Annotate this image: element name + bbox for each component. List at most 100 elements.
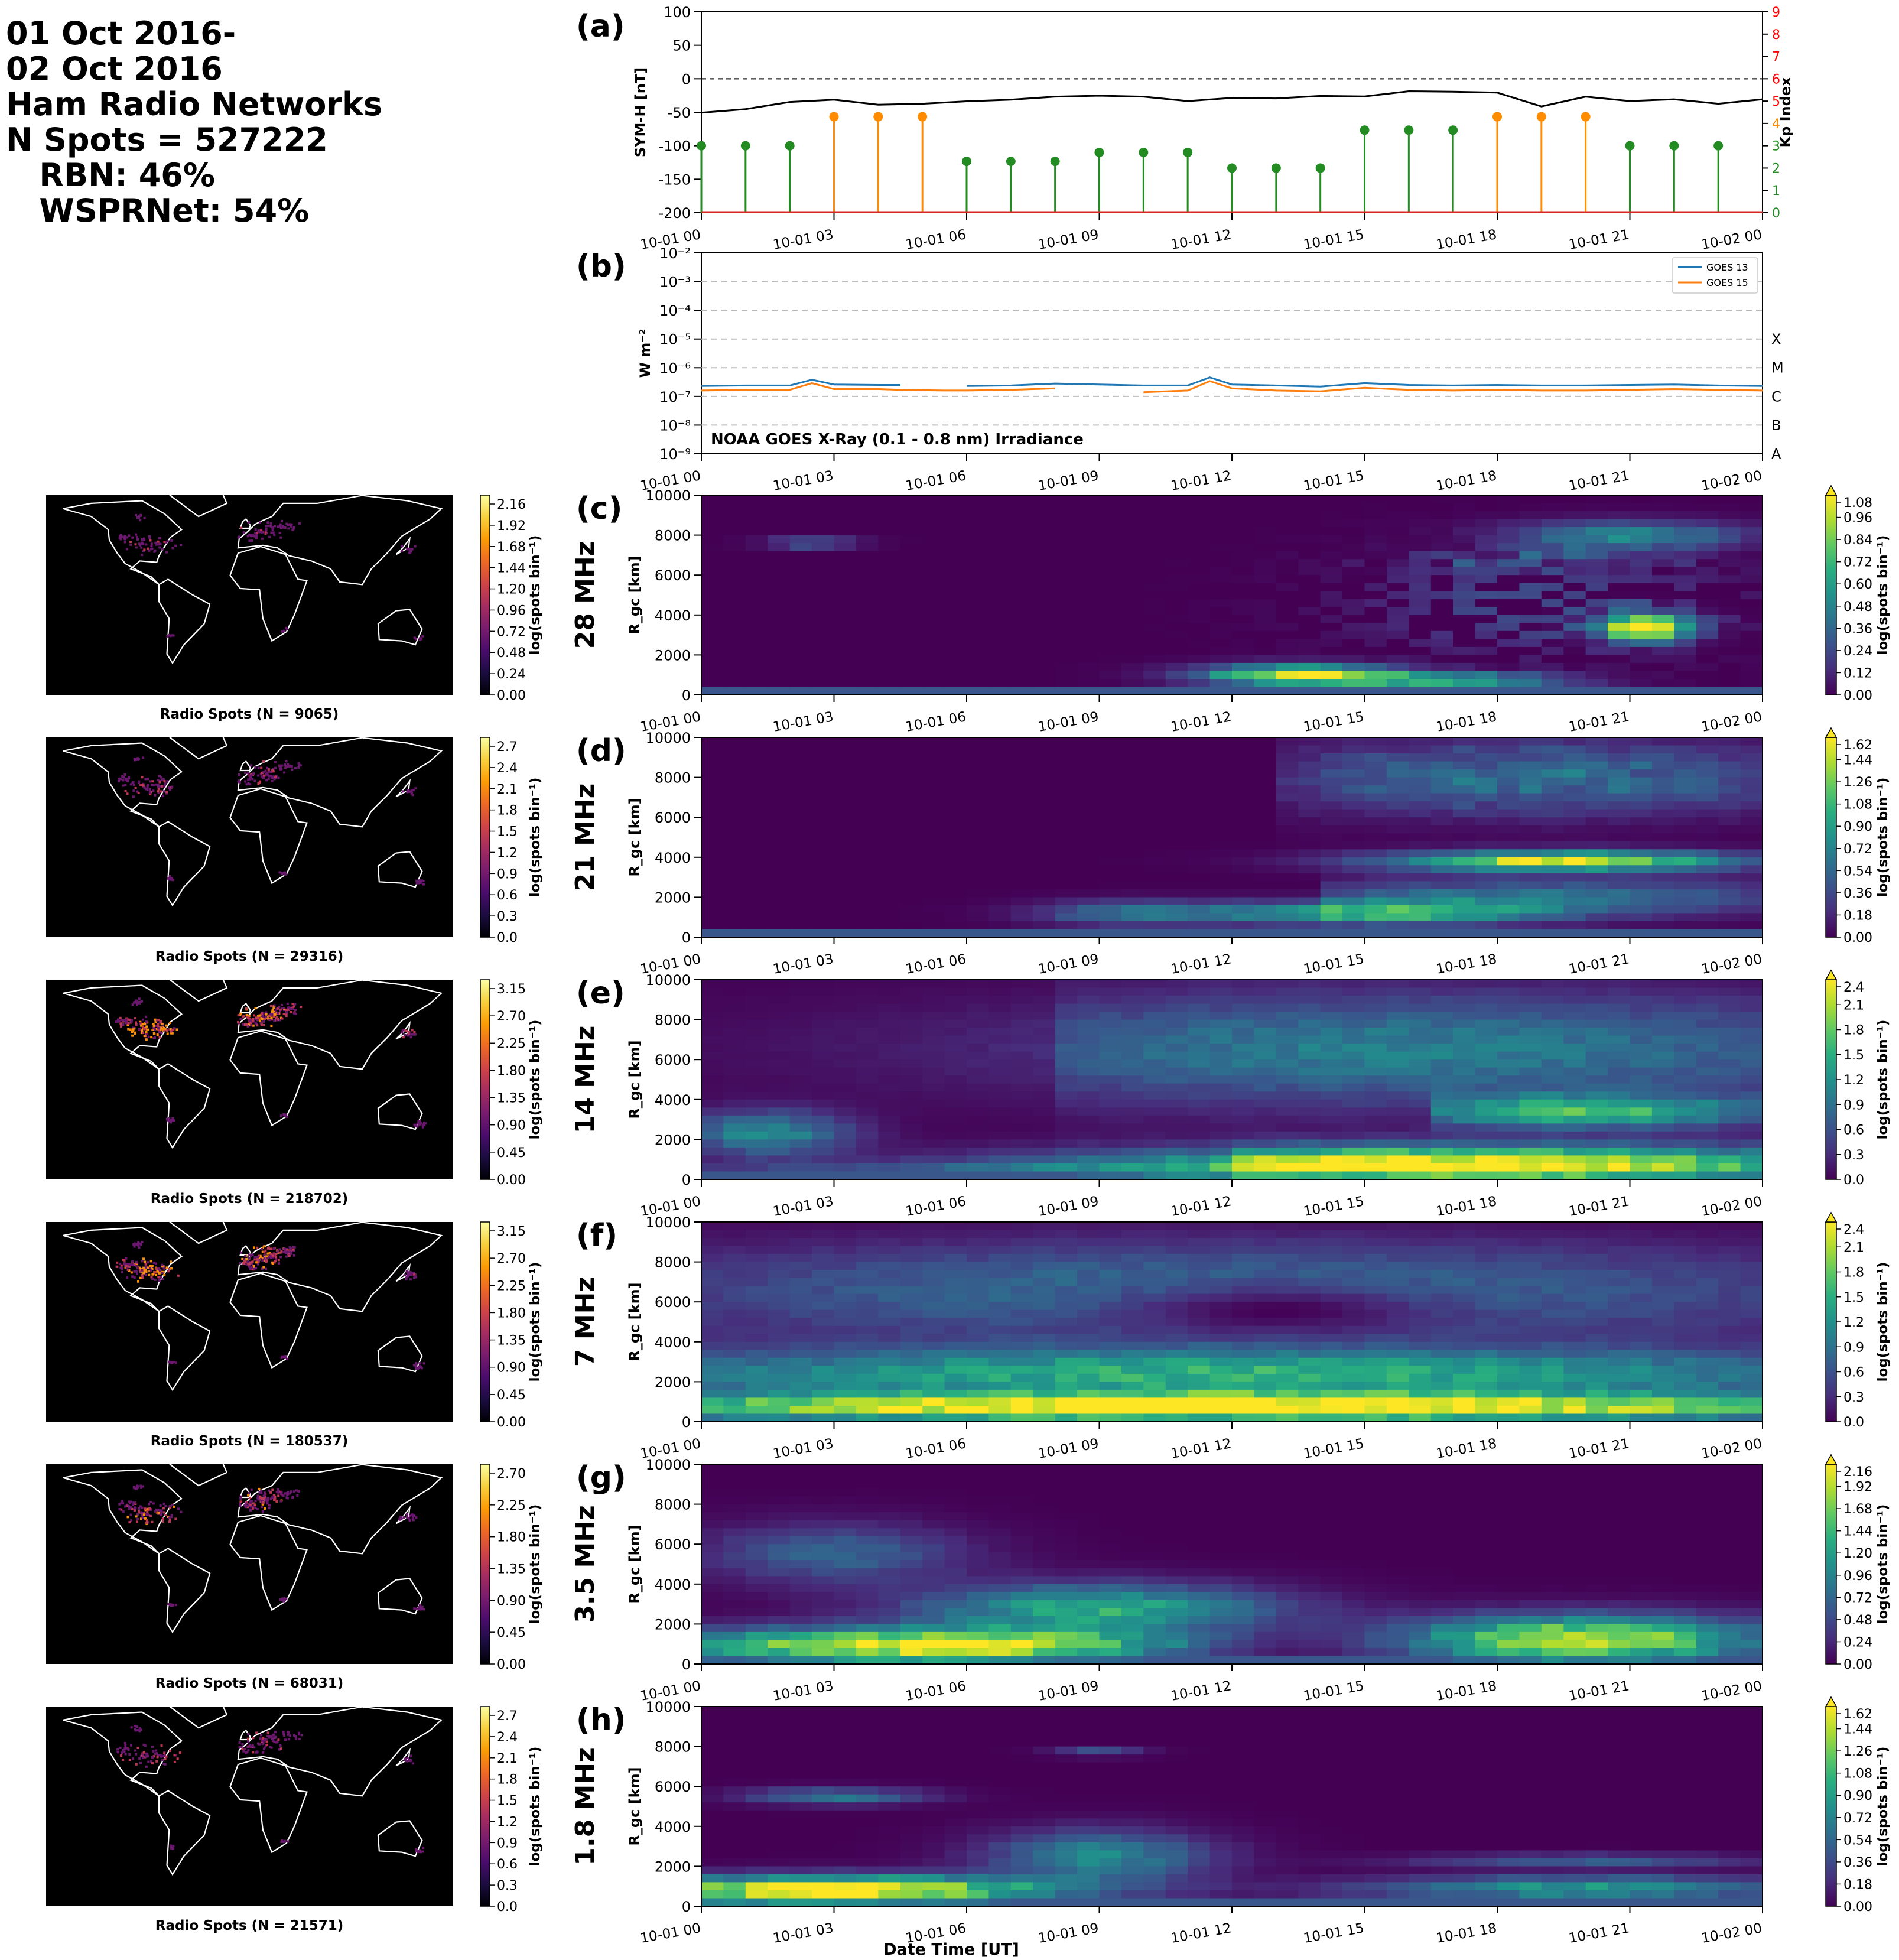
spot-pixel: [285, 1011, 288, 1014]
panel-b-xtick-label: 10-01 15: [1302, 468, 1365, 494]
heatmap-cell: [789, 1230, 812, 1239]
heatmap-cell: [1541, 575, 1564, 584]
heatmap-cell: [1630, 889, 1653, 898]
heatmap-cell: [944, 1115, 967, 1124]
heatmap-cell: [1320, 495, 1343, 504]
colorbar-tick-label: 0.12: [1843, 666, 1872, 681]
heatmap-cell: [1541, 929, 1564, 938]
spot-pixel: [260, 1023, 263, 1026]
spot-pixel: [285, 760, 288, 763]
heatmap-cell: [745, 519, 768, 528]
spot-pixel: [284, 873, 287, 876]
heatmap-cell: [1386, 687, 1410, 695]
heatmap-cell: [768, 1222, 791, 1231]
heatmap-cell: [1232, 1163, 1255, 1172]
heatmap-cell: [768, 1044, 791, 1052]
heatmap-cell: [701, 1406, 724, 1415]
heatmap-cell: [789, 535, 812, 544]
heatmap-cell: [1453, 575, 1476, 584]
heatmap-cell: [900, 583, 923, 591]
heatmap-cell: [988, 615, 1012, 624]
heatmap-cell: [944, 1075, 967, 1084]
heatmap-cell: [1188, 575, 1211, 584]
heatmap-cell: [988, 921, 1012, 930]
heatmap-cell: [1099, 921, 1122, 930]
heatmap-cell: [1077, 889, 1100, 898]
heatmap-cell: [1143, 873, 1166, 882]
heatmap-cell: [1055, 559, 1078, 568]
heatmap-cell: [723, 662, 746, 672]
spot-pixel: [282, 1113, 285, 1116]
heatmap-cell: [1430, 1028, 1453, 1036]
heatmap-cell: [1209, 801, 1233, 810]
heatmap-cell: [834, 913, 857, 922]
heatmap-cell: [1453, 905, 1476, 914]
spot-pixel: [249, 783, 252, 786]
heatmap-cell: [1453, 662, 1476, 672]
heatmap-cell: [900, 980, 923, 989]
heatmap-cell: [1696, 655, 1719, 664]
heatmap-cell: [745, 1230, 768, 1239]
heatmap-cell: [1585, 745, 1608, 754]
heatmap-cell: [1475, 551, 1498, 560]
heatmap-cell: [701, 1059, 724, 1068]
heatmap-cell: [1519, 639, 1542, 648]
heatmap-cell: [922, 1155, 945, 1164]
heatmap-cell: [1608, 591, 1631, 600]
heatmap-cell: [1055, 646, 1078, 656]
heatmap-cell: [745, 1366, 768, 1374]
heatmap-cell: [745, 511, 768, 520]
heatmap-cell: [856, 1044, 879, 1052]
heatmap-cell: [1718, 1067, 1741, 1076]
heatmap-cell: [1165, 897, 1188, 906]
coastline: [158, 821, 211, 907]
heatmap-cell: [878, 857, 901, 866]
heatmap-cell: [834, 769, 857, 778]
spot-pixel: [285, 1013, 288, 1016]
heatmap-cell: [944, 873, 967, 882]
heatmap-cell: [1099, 849, 1122, 858]
heatmap-cell: [1519, 1059, 1542, 1068]
heatmap-cell: [1143, 897, 1166, 906]
heatmap-cell: [812, 559, 835, 568]
heatmap-cell: [789, 1325, 812, 1335]
heatmap-cell: [1674, 559, 1697, 568]
colorbar-tick-label: 1.62: [1843, 738, 1872, 753]
heatmap-cell: [834, 905, 857, 914]
heatmap-cell: [1121, 889, 1144, 898]
heatmap-cell: [1209, 737, 1233, 746]
heatmap-cell: [1364, 1051, 1387, 1060]
heatmap-cell: [1696, 1012, 1719, 1020]
heatmap-cell: [1585, 1003, 1608, 1012]
heatmap-cell: [856, 1139, 879, 1148]
heatmap-cell: [988, 849, 1012, 858]
heatmap-cell: [1033, 1107, 1056, 1116]
heatmap-cell: [1497, 503, 1520, 512]
spot-pixel: [149, 793, 152, 795]
heatmap-cell: [1475, 662, 1498, 672]
heatmap-cell: [1674, 575, 1697, 584]
heatmap-cell: [878, 897, 901, 906]
heatmap-cell: [834, 1003, 857, 1012]
heatmap-cell: [1453, 646, 1476, 656]
spot-pixel: [138, 1028, 141, 1031]
heatmap-cell: [834, 1115, 857, 1124]
heatmap-cell: [1077, 1163, 1100, 1172]
heatmap-cell: [1475, 1019, 1498, 1028]
heatmap-cell: [922, 1171, 945, 1180]
heatmap-cell: [768, 1147, 791, 1156]
heatmap-cell: [1320, 761, 1343, 770]
heatmap-cell: [768, 1286, 791, 1295]
heatmap-cell: [878, 591, 901, 600]
heatmap-cell: [1453, 793, 1476, 802]
heatmap-cell: [1409, 881, 1432, 890]
heatmap-cell: [1674, 889, 1697, 898]
heatmap-cell: [1718, 679, 1741, 688]
heatmap-cell: [812, 905, 835, 914]
heatmap-cell: [1143, 1059, 1166, 1068]
heatmap-cell: [900, 591, 923, 600]
band-label: 21 MHz: [570, 784, 600, 892]
heatmap-cell: [1364, 575, 1387, 584]
heatmap-cell: [1077, 535, 1100, 544]
heatmap-cell: [1276, 889, 1299, 898]
